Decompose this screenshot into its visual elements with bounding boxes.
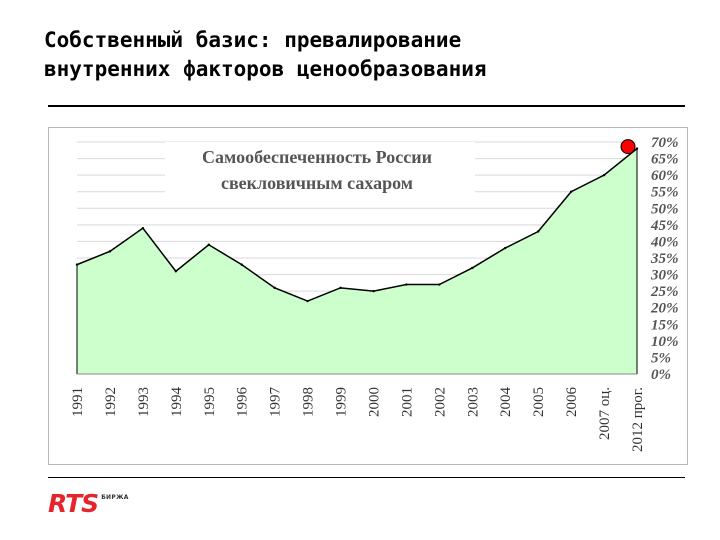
data-point-3 bbox=[174, 270, 178, 273]
x-tick-label-4: 1995 bbox=[202, 387, 218, 417]
x-tick-label-8: 1999 bbox=[334, 387, 350, 417]
rts-logo-text: RTS bbox=[48, 489, 99, 518]
y-tick-label-4: 20% bbox=[650, 301, 679, 317]
data-point-13 bbox=[504, 246, 507, 250]
data-point-17 bbox=[635, 147, 639, 150]
x-tick-label-11: 2002 bbox=[432, 387, 448, 417]
y-tick-label-10: 50% bbox=[651, 201, 679, 217]
x-tick-label-3: 1994 bbox=[169, 387, 185, 418]
slide-title-line-1: Собственный базис: превалирование bbox=[44, 28, 462, 52]
x-tick-label-17: 2012 прог. bbox=[630, 387, 646, 452]
slide-title-line-2: внутренних факторов ценообразования bbox=[44, 57, 487, 81]
data-point-8 bbox=[339, 286, 342, 290]
y-tick-label-8: 40% bbox=[650, 234, 679, 250]
x-axis-ticks: 1991 1992 1993 1994 1995 1996 1997 1998 1999 2000… bbox=[70, 387, 646, 453]
series-line bbox=[76, 148, 638, 302]
x-tick-label-5: 1996 bbox=[235, 387, 251, 418]
y-tick-label-7: 35% bbox=[650, 251, 679, 267]
chart-title-line-1: Самообеспеченность России bbox=[202, 147, 432, 167]
chart-area-layer bbox=[75, 139, 639, 375]
y-tick-label-12: 60% bbox=[651, 168, 679, 184]
x-tick-label-14: 2005 bbox=[531, 387, 547, 417]
data-point-15 bbox=[569, 190, 573, 193]
data-point-6 bbox=[273, 286, 276, 290]
y-tick-label-11: 55% bbox=[651, 185, 679, 201]
highlight-marker bbox=[620, 139, 636, 155]
y-tick-label-13: 65% bbox=[651, 152, 679, 168]
slide-title: Собственный базис: превалирование внутре… bbox=[44, 26, 684, 84]
y-tick-label-1: 5% bbox=[651, 350, 671, 366]
y-tick-label-14: 70% bbox=[651, 135, 679, 151]
y-axis-ticks: 0%5%10%15%20%25%30%35%40%45%50%55%60%65%… bbox=[650, 135, 679, 383]
rts-logo: RTS БИРЖА bbox=[48, 490, 129, 518]
y-tick-label-3: 15% bbox=[651, 317, 679, 333]
x-tick-label-12: 2003 bbox=[465, 387, 481, 417]
data-point-7 bbox=[306, 299, 309, 303]
data-point-9 bbox=[372, 289, 375, 293]
footer-divider bbox=[48, 477, 685, 478]
chart-title-backdrop bbox=[165, 142, 475, 198]
series-area bbox=[77, 148, 637, 374]
x-tick-label-7: 1998 bbox=[301, 387, 317, 417]
data-point-16 bbox=[602, 173, 606, 177]
x-tick-label-2: 1993 bbox=[136, 387, 152, 417]
y-tick-label-5: 25% bbox=[650, 284, 679, 300]
x-tick-label-16: 2007 оц. bbox=[597, 387, 613, 440]
x-tick-label-9: 2000 bbox=[366, 387, 382, 417]
y-tick-label-9: 45% bbox=[650, 218, 679, 234]
data-point-4 bbox=[207, 243, 210, 246]
data-point-10 bbox=[405, 283, 408, 286]
x-tick-label-13: 2004 bbox=[498, 387, 514, 418]
y-tick-label-6: 30% bbox=[650, 268, 679, 284]
x-tick-label-0: 1991 bbox=[70, 387, 86, 417]
data-point-12 bbox=[471, 266, 474, 270]
data-point-1 bbox=[108, 250, 112, 253]
x-tick-label-1: 1992 bbox=[103, 387, 119, 417]
rts-logo-subtitle: БИРЖА bbox=[101, 494, 129, 501]
y-tick-label-2: 10% bbox=[651, 334, 679, 350]
x-tick-label-15: 2006 bbox=[564, 387, 580, 418]
data-point-2 bbox=[141, 226, 145, 230]
y-tick-label-0: 0% bbox=[651, 367, 671, 383]
title-divider bbox=[48, 105, 685, 107]
x-tick-label-6: 1997 bbox=[268, 387, 284, 418]
x-tick-label-10: 2001 bbox=[399, 387, 415, 417]
chart-title-line-2: свекловичным сахаром bbox=[221, 173, 413, 193]
data-point-0 bbox=[75, 263, 79, 266]
data-point-5 bbox=[240, 263, 243, 266]
data-point-11 bbox=[438, 283, 441, 286]
data-point-14 bbox=[536, 230, 540, 233]
